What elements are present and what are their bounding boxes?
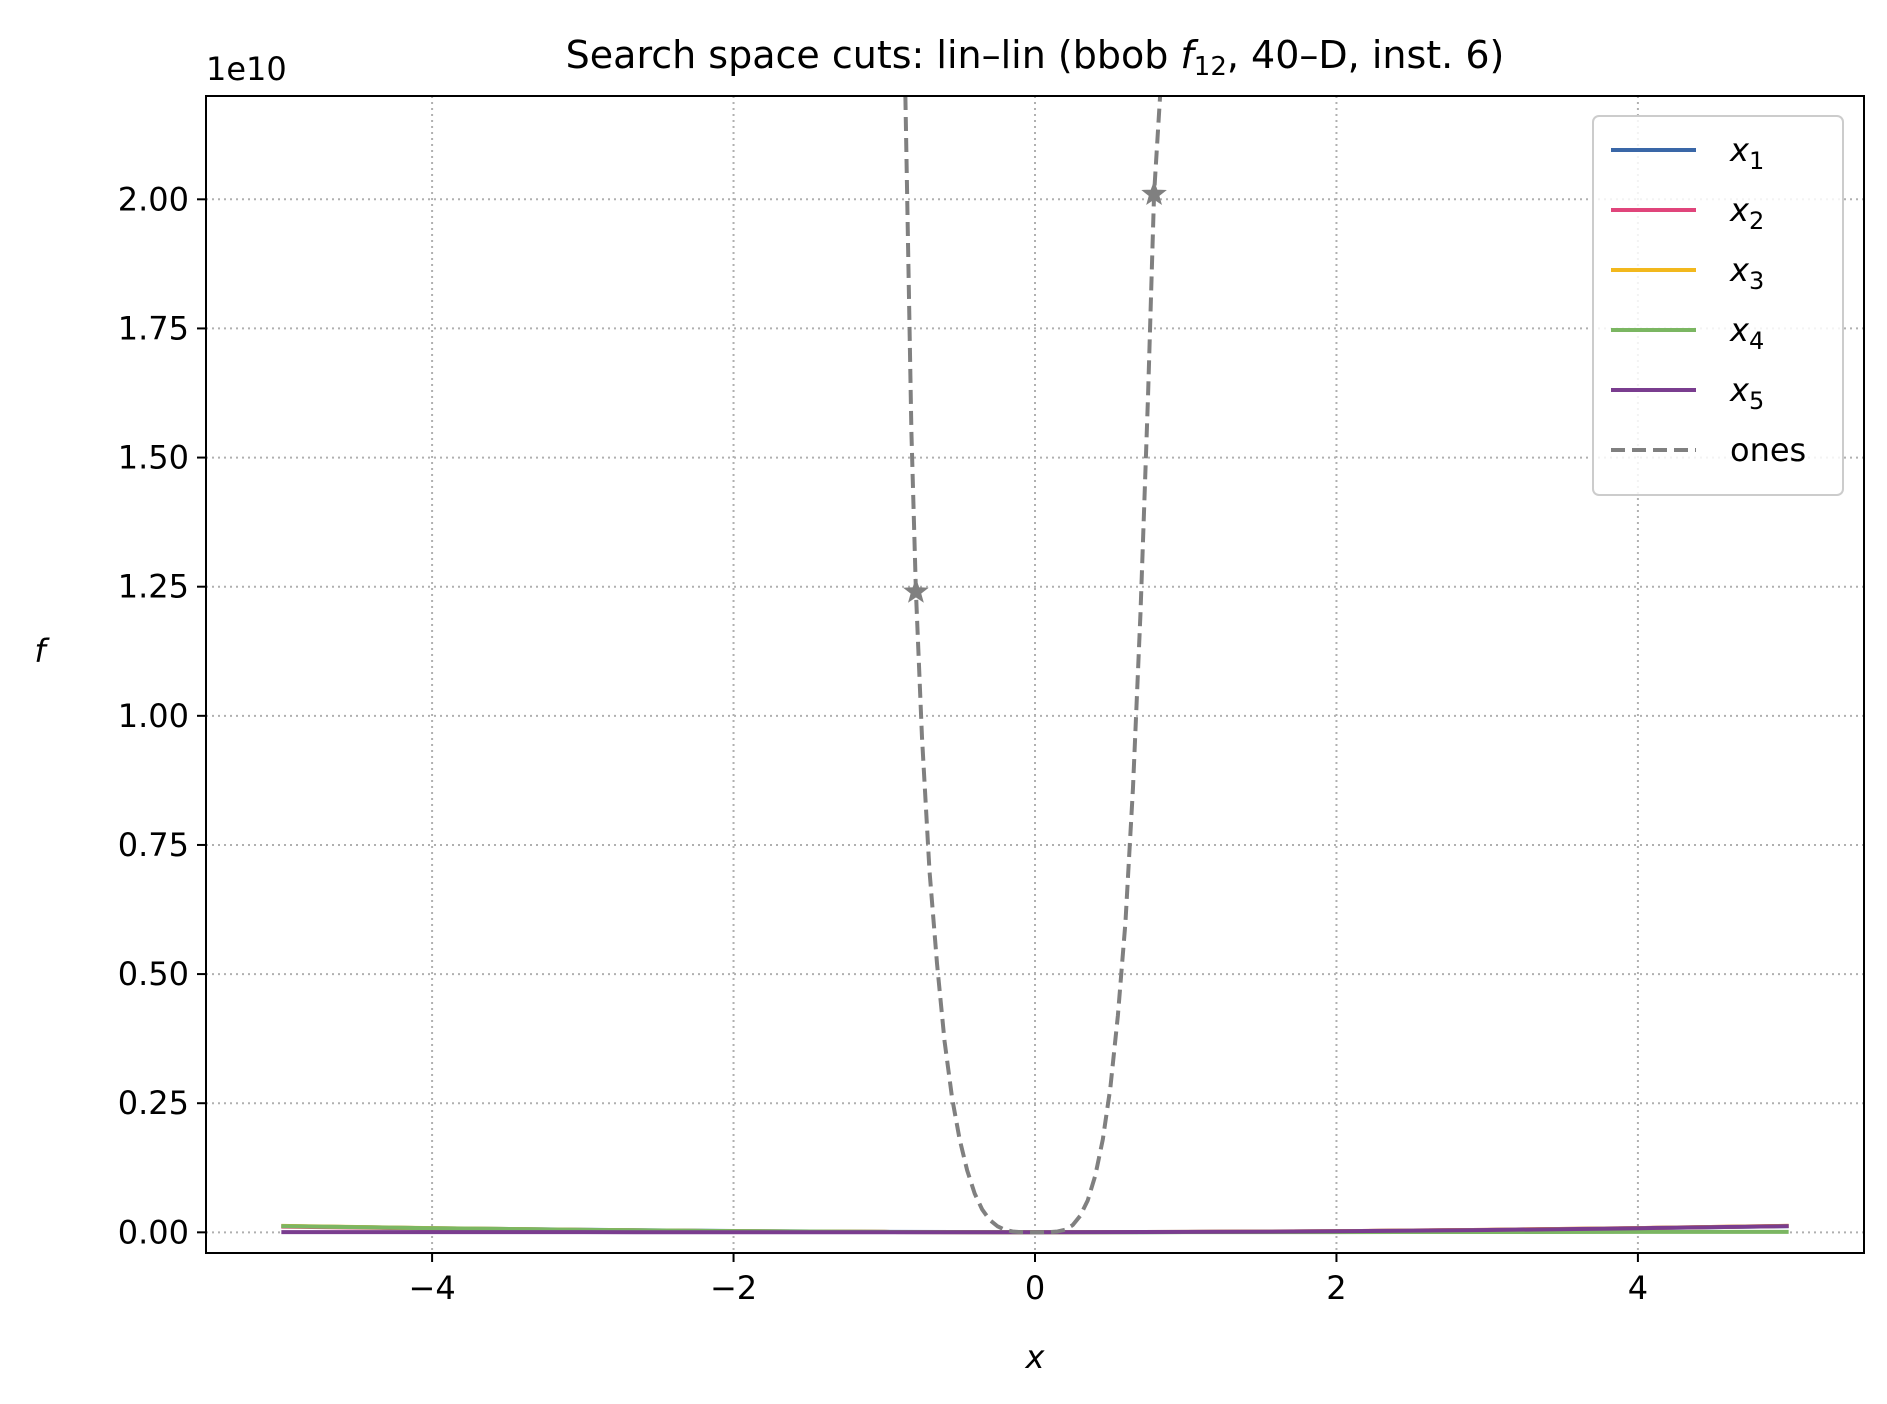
x-axis-label: x <box>1025 1338 1046 1376</box>
chart-title: Search space cuts: lin–lin (bbob f12, 40… <box>566 33 1505 82</box>
legend-label: x2 <box>1729 191 1764 235</box>
legend-label: x3 <box>1729 251 1764 295</box>
y-tick-label: 0.75 <box>118 826 189 864</box>
legend-label: x5 <box>1729 371 1764 415</box>
legend-label: ones <box>1730 431 1806 469</box>
legend-label: x1 <box>1729 131 1764 175</box>
x-tick-label: −4 <box>409 1269 456 1307</box>
star-marker <box>1141 180 1167 206</box>
y-tick-label: 1.50 <box>118 439 189 477</box>
legend: x1 x2 x3 x4 x5 ones <box>1592 115 1844 496</box>
x-tick-label: −2 <box>710 1269 757 1307</box>
x-tick-label: 2 <box>1326 1269 1346 1307</box>
legend-label: x4 <box>1729 311 1764 355</box>
y-tick-label: 1.00 <box>118 697 189 735</box>
y-tick-label: 1.75 <box>118 309 189 347</box>
y-tick-label: 2.00 <box>118 180 189 218</box>
x-tick-label: 4 <box>1628 1269 1648 1307</box>
y-offset-label: 1e10 <box>206 50 287 88</box>
y-tick-label: 0.50 <box>118 955 189 993</box>
star-marker <box>903 578 929 603</box>
series-layer <box>281 96 1789 1235</box>
x-tick-label: 0 <box>1025 1269 1045 1307</box>
y-tick-label: 0.00 <box>118 1213 189 1251</box>
y-tick-label: 0.25 <box>118 1084 189 1122</box>
series-line <box>903 96 1163 1235</box>
y-tick-label: 1.25 <box>118 568 189 606</box>
ticks: −4 −2 0 2 4 0.00 0.25 0.50 0.75 1.00 1.25 1.50 1.75 2… <box>118 180 1648 1307</box>
